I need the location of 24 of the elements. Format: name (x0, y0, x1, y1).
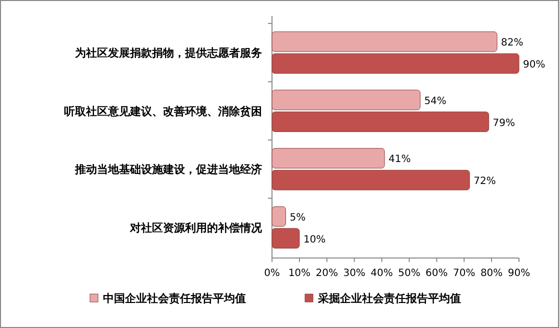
legend-label: 中国企业社会责任报告平均值 (103, 292, 246, 305)
x-tick-label: 10% (288, 268, 311, 279)
data-label: 5% (290, 212, 306, 224)
y-tick-label: 听取社区意见建议、改善环境、消除贫困 (64, 104, 262, 118)
y-tick-label: 推动当地基础设施建设，促进当地经济 (74, 163, 262, 176)
data-label: 82% (501, 38, 524, 49)
x-tick-label: 50% (398, 268, 420, 279)
data-label: 72% (474, 176, 496, 188)
y-tick-label: 对社区资源利用的补偿情况 (129, 221, 263, 234)
data-label: 79% (492, 118, 516, 129)
data-label: 41% (388, 154, 411, 166)
data-label: 90% (523, 60, 546, 71)
x-tick-label: 30% (343, 268, 366, 279)
x-tick-label: 40% (370, 268, 393, 279)
x-tick-label: 90% (508, 268, 530, 279)
legend-label: 采掘企业社会责任报告平均值 (317, 292, 461, 305)
x-tick-label: 0% (264, 268, 280, 279)
data-label: 54% (424, 96, 446, 107)
y-tick-label: 为社区发展捐款捐物，提供志愿者服务 (75, 46, 262, 60)
data-label: 10% (303, 234, 326, 246)
x-tick-label: 20% (316, 268, 338, 279)
x-tick-label: 80% (480, 268, 503, 279)
x-tick-label: 70% (452, 268, 476, 279)
x-tick-label: 60% (426, 268, 448, 279)
